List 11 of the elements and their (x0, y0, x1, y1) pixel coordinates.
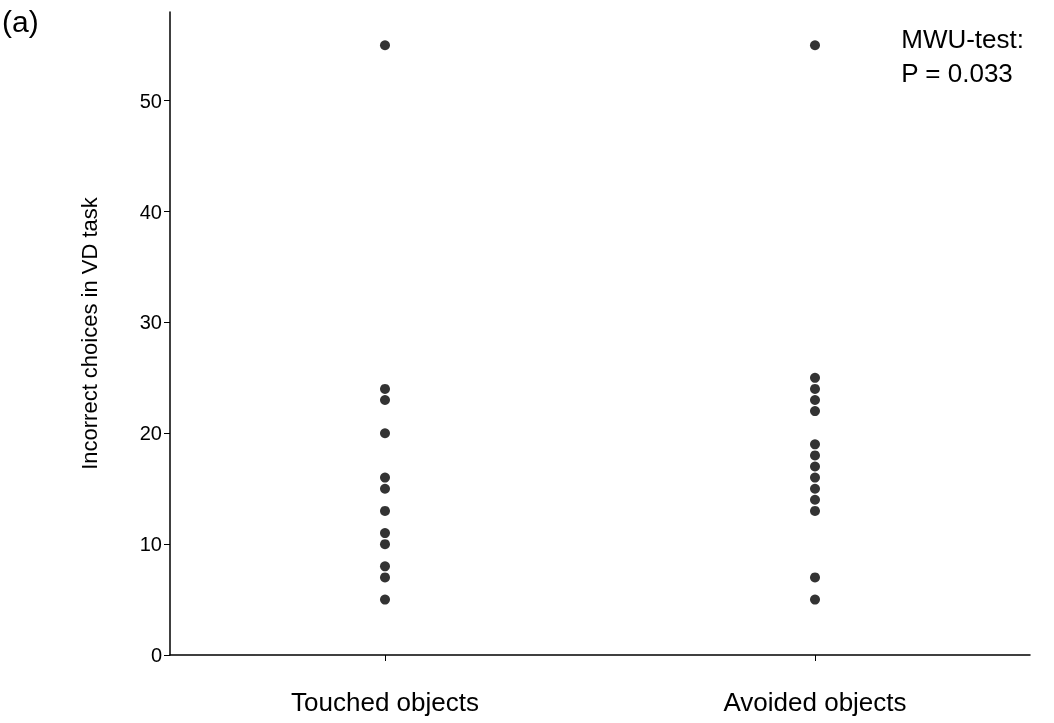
y-tick-label: 30 (139, 311, 162, 334)
x-tick-label: Touched objects (291, 687, 479, 717)
annotation: MWU-test: P = 0.033 (901, 24, 1024, 88)
y-axis-title: Incorrect choices in VD task (76, 196, 102, 470)
x-tick-label: Avoided objects (723, 687, 907, 717)
y-tick-label: 10 (139, 533, 162, 556)
y-tick-label: 50 (139, 89, 162, 112)
y-tick-label: 40 (139, 200, 162, 223)
text: (a) (2, 4, 39, 38)
y-tick-label: 0 (150, 644, 162, 666)
y-tick-label: 20 (139, 422, 162, 445)
